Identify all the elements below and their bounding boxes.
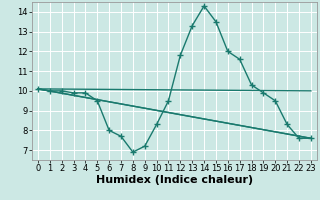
X-axis label: Humidex (Indice chaleur): Humidex (Indice chaleur) [96,175,253,185]
